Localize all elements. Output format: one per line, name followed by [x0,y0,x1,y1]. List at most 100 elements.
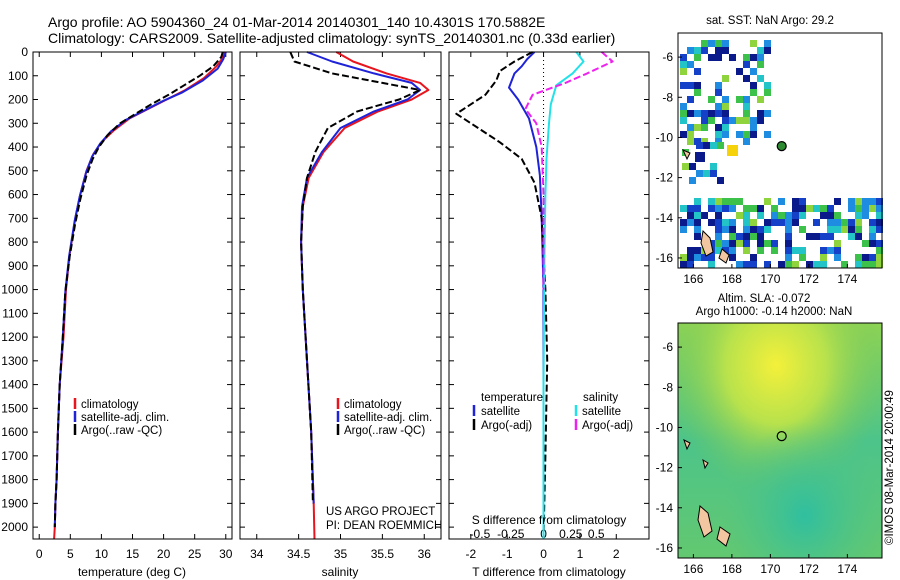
x-tick-label: 15 [126,547,140,561]
sst-cell [708,110,715,117]
sst-cell [680,131,687,138]
legend-label-argo: Argo(..raw -QC) [81,425,162,437]
sst-cell [862,261,869,268]
sst-cell [680,61,687,68]
sst-cell [715,247,722,254]
sst-cell [729,233,736,240]
y-tick-label: 900 [8,259,28,273]
series-line-argo-adj- [455,51,549,540]
sst-cell [680,110,687,117]
sst-cell [757,226,764,233]
sst-cell [827,205,834,212]
sst-cell [680,54,687,61]
sst-cell [806,261,813,268]
sst-cell [682,163,689,170]
map-y-tick-label: -8 [662,90,673,104]
sst-cell [757,96,764,103]
sst-map-ticks: 166 168 170 172 174 -6 -8 -10 -12 -14 -16 [656,50,858,286]
sst-cell [736,240,743,247]
sst-cell [764,261,771,268]
sst-cell [708,205,715,212]
sst-cell [722,198,729,205]
sst-cell [687,254,694,261]
sst-cell [869,254,876,261]
sst-cell [750,40,757,47]
sst-cell [694,233,701,240]
sst-cell [687,219,694,226]
sst-cell [827,219,834,226]
map-x-tick-label: 170 [760,562,780,576]
legend-label-climatology: climatology [344,399,402,411]
sst-cell [736,131,743,138]
map-x-tick-label: 174 [837,562,857,576]
sst-cell [696,142,703,149]
sst-cell [715,198,722,205]
sla-map-title: Altim. SLA: -0.072 [718,293,811,305]
y-tick-label: 100 [8,69,28,83]
y-tick-label: 800 [8,235,28,249]
x-tick-label: -2 [465,547,476,561]
y-tick-label: 0 [21,45,28,59]
sst-cell [757,247,764,254]
land-island [702,458,709,470]
sst-cell [680,82,687,89]
legend-label-s-argo: Argo(-adj) [582,420,633,432]
sst-cell [750,54,757,61]
sst-cell [841,219,848,226]
sst-cell [876,254,883,261]
legend-label-satellite: satellite-adj. clim. [344,412,432,424]
sst-cell [792,205,799,212]
sst-cell [750,254,757,261]
sst-cell [715,205,722,212]
series-line-climatology [53,51,226,540]
sst-cell [778,212,785,219]
sst-cell [750,205,757,212]
sst-cell [680,261,687,268]
sst-cell [778,219,785,226]
map-y-tick-label: -6 [662,50,673,64]
sst-cell [834,212,841,219]
land-island [716,526,731,547]
sst-cell [715,47,722,54]
x-tick-label: 1 [577,547,584,561]
sst-cell [722,110,729,117]
x-tick-label: 20 [157,547,171,561]
series-line-argo-adj- [524,51,614,290]
sst-cell [722,47,729,54]
sst-cell [736,198,743,205]
sst-cell [722,96,729,103]
sst-cell [750,219,757,226]
sst-cell [736,117,743,124]
sst-cell [680,219,687,226]
x-tick-label: 34.5 [287,547,311,561]
legend-label-satellite: satellite-adj. clim. [81,412,169,424]
map-y-tick-label: -6 [662,340,673,354]
sst-cell [689,177,696,184]
sst-cell [687,261,694,268]
x-tick-label: 25 [188,547,202,561]
x-tick-label: 10 [95,547,109,561]
x-tick-label: -1 [502,547,513,561]
sst-cell [717,142,724,149]
sst-cell [701,117,708,124]
sst-cell [778,198,785,205]
sst-cell [799,198,806,205]
sst-map-title: sat. SST: NaN Argo: 29.2 [706,15,834,27]
sst-cell [834,254,841,261]
map-x-tick-label: 170 [760,272,780,286]
sla-map-subtitle: Argo h1000: -0.14 h2000: NaN [696,306,853,318]
sst-cell [680,103,687,110]
difference-series [455,51,614,540]
sst-cell [701,254,708,261]
s-tick-label: 0.25 [559,527,583,541]
sst-cell [695,152,705,162]
sst-cell [757,54,764,61]
sst-map-panel: sat. SST: NaN Argo: 29.2 166 168 170 172 174… [656,15,883,286]
sst-cell [701,124,708,131]
sst-cell [834,226,841,233]
legend-title-temperature: temperature [481,392,543,404]
sst-cell [834,219,841,226]
sst-cell [710,170,717,177]
y-tick-label: 500 [8,164,28,178]
sst-cell [806,233,813,240]
